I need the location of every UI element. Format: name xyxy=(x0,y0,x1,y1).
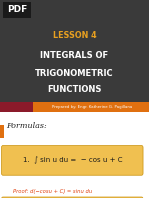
Bar xyxy=(3,2,31,18)
Bar xyxy=(0,112,149,198)
Text: TRIGONOMETRIC: TRIGONOMETRIC xyxy=(35,69,114,78)
FancyBboxPatch shape xyxy=(1,146,143,175)
Text: PDF: PDF xyxy=(7,5,27,14)
Text: Prepared by: Engr. Katherine G. Pagillana: Prepared by: Engr. Katherine G. Pagillan… xyxy=(52,105,132,109)
FancyBboxPatch shape xyxy=(1,197,143,198)
Bar xyxy=(0,102,33,112)
Bar xyxy=(0,125,4,138)
Bar xyxy=(0,0,149,102)
Text: 1.  ∫ sin u du =  − cos u + C: 1. ∫ sin u du = − cos u + C xyxy=(22,157,122,164)
Text: Proof: d(−cosu + C) = sinu du: Proof: d(−cosu + C) = sinu du xyxy=(13,188,92,194)
Text: LESSON 4: LESSON 4 xyxy=(53,31,96,40)
Text: FUNCTIONS: FUNCTIONS xyxy=(47,85,102,94)
Text: Formulas:: Formulas: xyxy=(6,122,47,130)
Bar xyxy=(33,102,149,112)
Text: INTEGRALS OF: INTEGRALS OF xyxy=(40,51,109,60)
